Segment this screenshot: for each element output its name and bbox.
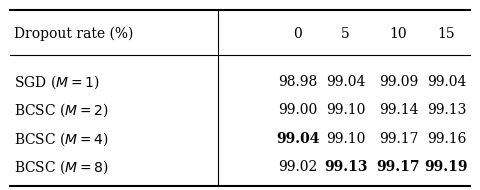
Text: 99.19: 99.19 — [425, 160, 468, 174]
Text: BCSC ($M = 8$): BCSC ($M = 8$) — [14, 158, 109, 176]
Text: 99.04: 99.04 — [427, 75, 466, 89]
Text: 99.13: 99.13 — [427, 103, 466, 117]
Text: 99.10: 99.10 — [326, 132, 365, 146]
Text: 99.00: 99.00 — [278, 103, 317, 117]
Text: BCSC ($M = 2$): BCSC ($M = 2$) — [14, 101, 109, 119]
Text: 99.13: 99.13 — [324, 160, 367, 174]
Text: 98.98: 98.98 — [278, 75, 317, 89]
Text: 99.09: 99.09 — [379, 75, 418, 89]
Text: 15: 15 — [438, 27, 455, 41]
Text: 99.16: 99.16 — [427, 132, 466, 146]
Text: 5: 5 — [341, 27, 350, 41]
Text: BCSC ($M = 4$): BCSC ($M = 4$) — [14, 130, 109, 147]
Text: 99.14: 99.14 — [379, 103, 418, 117]
Text: Dropout rate (%): Dropout rate (%) — [14, 27, 134, 41]
Text: 99.04: 99.04 — [276, 132, 319, 146]
Text: 10: 10 — [390, 27, 407, 41]
Text: 99.04: 99.04 — [326, 75, 365, 89]
Text: 99.02: 99.02 — [278, 160, 317, 174]
Text: 99.17: 99.17 — [379, 132, 418, 146]
Text: SGD ($M = 1$): SGD ($M = 1$) — [14, 73, 100, 90]
Text: 0: 0 — [293, 27, 302, 41]
Text: 99.10: 99.10 — [326, 103, 365, 117]
Text: 99.17: 99.17 — [377, 160, 420, 174]
